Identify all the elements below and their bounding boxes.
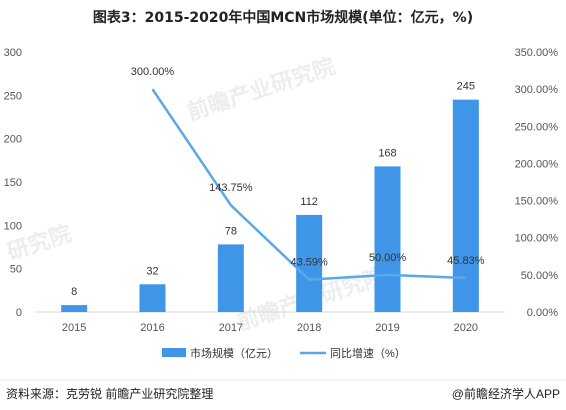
left-axis-ticks: 0 50 100 150 200 250 300 — [4, 47, 22, 319]
bar-value-label: 32 — [146, 265, 158, 277]
bar-value-label: 245 — [457, 81, 475, 93]
bar — [139, 284, 166, 312]
x-tick-label: 2020 — [454, 322, 478, 334]
right-tick-label: 300.00% — [515, 84, 559, 96]
bar-series — [61, 99, 479, 313]
footer-brand: @前瞻经济学人APP — [452, 386, 560, 401]
bar-value-label: 78 — [225, 225, 237, 237]
line-value-label: 50.00% — [369, 252, 407, 264]
line-value-label: 45.83% — [447, 255, 485, 267]
line-data-labels: 300.00% 143.75% 43.59% 50.00% 45.83% — [131, 66, 485, 268]
legend-bar-swatch — [162, 348, 186, 357]
bar-value-label: 8 — [71, 286, 77, 298]
line-series — [151, 88, 466, 281]
line-value-label: 43.59% — [291, 257, 329, 269]
bar — [452, 99, 479, 313]
right-tick-label: 0.00% — [527, 307, 558, 319]
line-value-label: 143.75% — [209, 182, 253, 194]
left-tick-label: 200 — [4, 134, 22, 146]
left-tick-label: 50 — [10, 264, 22, 276]
bar — [296, 214, 323, 312]
bar — [374, 166, 401, 312]
x-tick-label: 2016 — [140, 322, 164, 334]
left-tick-label: 0 — [16, 307, 22, 319]
left-tick-label: 150 — [4, 177, 22, 189]
legend-bar-label: 市场规模（亿元） — [190, 346, 278, 360]
legend-line-label: 同比增速（%） — [330, 346, 406, 360]
right-tick-label: 350.00% — [515, 47, 559, 59]
watermark-logo: 前瞻产业研究院 研究院 前瞻产业研究院 — [4, 53, 389, 335]
bar-value-label: 168 — [378, 147, 396, 159]
legend: 市场规模（亿元） 同比增速（%） — [162, 346, 406, 360]
left-tick-label: 100 — [4, 220, 22, 232]
left-tick-label: 300 — [4, 47, 22, 59]
footer-source: 资料来源：克劳锐 前瞻产业研究院整理 — [6, 386, 213, 401]
right-tick-label: 100.00% — [515, 233, 559, 245]
bar-value-label: 112 — [300, 196, 318, 208]
x-tick-label: 2018 — [297, 322, 321, 334]
growth-line — [151, 88, 466, 281]
line-value-label: 300.00% — [131, 66, 175, 78]
chart-title: 图表3：2015-2020年中国MCN市场规模(单位：亿元，%) — [93, 9, 473, 26]
right-tick-label: 200.00% — [515, 158, 559, 170]
x-tick-label: 2019 — [375, 322, 399, 334]
bar — [61, 305, 88, 312]
x-axis-ticks: 2015 2016 2017 2018 2019 2020 — [62, 322, 478, 334]
right-tick-label: 50.00% — [521, 270, 559, 282]
x-tick-label: 2015 — [62, 322, 86, 334]
right-tick-label: 150.00% — [515, 196, 559, 208]
right-axis-ticks: 0.00% 50.00% 100.00% 150.00% 200.00% 250.00% 3… — [515, 47, 559, 319]
bar-data-labels: 8 32 78 112 168 245 — [71, 81, 475, 298]
bar — [217, 244, 244, 312]
x-tick-label: 2017 — [219, 322, 243, 334]
right-tick-label: 250.00% — [515, 121, 559, 133]
svg-text:前瞻产业研究院: 前瞻产业研究院 — [184, 53, 339, 125]
left-tick-label: 250 — [4, 90, 22, 102]
